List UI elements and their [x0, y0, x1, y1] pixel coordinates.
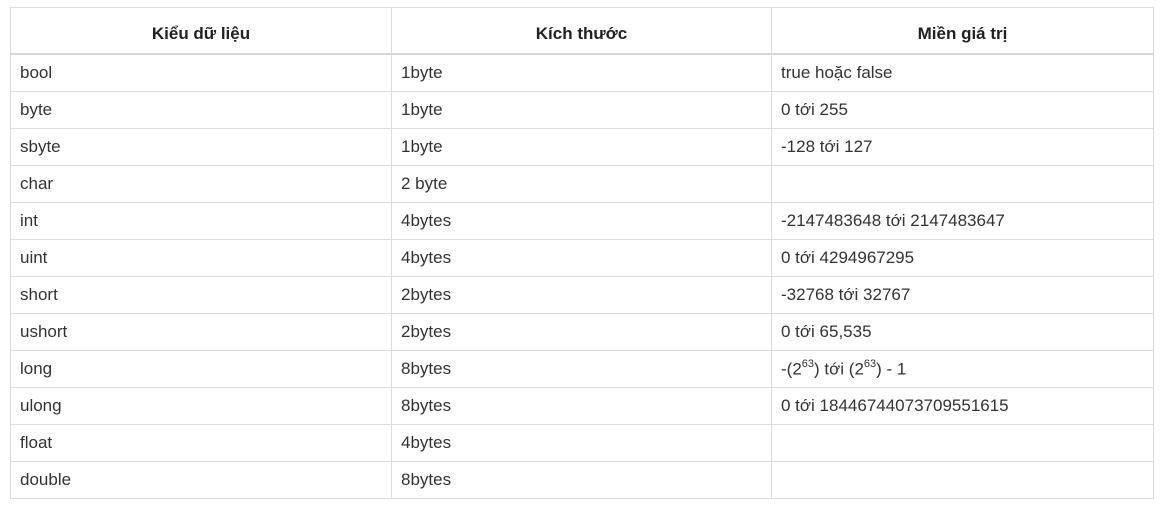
table-row: byte 1byte 0 tới 255 — [10, 91, 1154, 129]
table-row: uint 4bytes 0 tới 4294967295 — [10, 239, 1154, 277]
cell-size: 1byte — [391, 91, 772, 129]
data-type-table: Kiểu dữ liệu Kích thước Miền giá trị boo… — [10, 7, 1154, 499]
cell-type: char — [10, 165, 392, 203]
cell-size: 2bytes — [391, 276, 772, 314]
cell-type: byte — [10, 91, 392, 129]
table-top-spacer — [10, 7, 1154, 15]
cell-size: 4bytes — [391, 202, 772, 240]
table-row: ushort 2bytes 0 tới 65,535 — [10, 313, 1154, 351]
cell-size: 1byte — [391, 128, 772, 166]
cell-size: 8bytes — [391, 350, 772, 388]
table-row: int 4bytes -2147483648 tới 2147483647 — [10, 202, 1154, 240]
cell-type: uint — [10, 239, 392, 277]
header-data-type: Kiểu dữ liệu — [10, 15, 392, 55]
cell-range: -128 tới 127 — [771, 128, 1154, 166]
cell-size: 1byte — [391, 53, 772, 92]
cell-range: -2147483648 tới 2147483647 — [771, 202, 1154, 240]
cell-range — [771, 165, 1154, 203]
cell-range: 0 tới 18446744073709551615 — [771, 387, 1154, 425]
table-row: long 8bytes -(263) tới (263) - 1 — [10, 350, 1154, 388]
header-size: Kích thước — [391, 15, 772, 55]
cell-type: ushort — [10, 313, 392, 351]
data-type-table-container: Kiểu dữ liệu Kích thước Miền giá trị boo… — [10, 7, 1154, 499]
cell-type: bool — [10, 53, 392, 92]
header-value-range: Miền giá trị — [771, 15, 1154, 55]
cell-size: 4bytes — [391, 424, 772, 462]
range-text-part: -(2 — [781, 359, 802, 379]
cell-type: sbyte — [10, 128, 392, 166]
cell-range: 0 tới 4294967295 — [771, 239, 1154, 277]
table-row: double 8bytes — [10, 461, 1154, 499]
range-text-part: ) - 1 — [876, 359, 907, 379]
cell-type: int — [10, 202, 392, 240]
exponent: 63 — [863, 357, 877, 370]
cell-size: 4bytes — [391, 239, 772, 277]
table-row: short 2bytes -32768 tới 32767 — [10, 276, 1154, 314]
table-row: char 2 byte — [10, 165, 1154, 203]
cell-size: 8bytes — [391, 461, 772, 499]
cell-range: 0 tới 65,535 — [771, 313, 1154, 351]
table-row: bool 1byte true hoặc false — [10, 53, 1154, 92]
cell-size: 8bytes — [391, 387, 772, 425]
cell-range — [771, 461, 1154, 499]
table-row: sbyte 1byte -128 tới 127 — [10, 128, 1154, 166]
exponent: 63 — [801, 357, 815, 370]
cell-range: 0 tới 255 — [771, 91, 1154, 129]
cell-type: long — [10, 350, 392, 388]
cell-size: 2 byte — [391, 165, 772, 203]
cell-type: short — [10, 276, 392, 314]
table-header-row: Kiểu dữ liệu Kích thước Miền giá trị — [10, 15, 1154, 55]
table-row: ulong 8bytes 0 tới 18446744073709551615 — [10, 387, 1154, 425]
cell-size: 2bytes — [391, 313, 772, 351]
range-text-part: ) tới (2 — [814, 359, 864, 379]
cell-range: true hoặc false — [771, 53, 1154, 92]
cell-range — [771, 424, 1154, 462]
cell-type: double — [10, 461, 392, 499]
table-row: float 4bytes — [10, 424, 1154, 462]
cell-range: -(263) tới (263) - 1 — [771, 350, 1154, 388]
cell-type: float — [10, 424, 392, 462]
cell-type: ulong — [10, 387, 392, 425]
cell-range: -32768 tới 32767 — [771, 276, 1154, 314]
